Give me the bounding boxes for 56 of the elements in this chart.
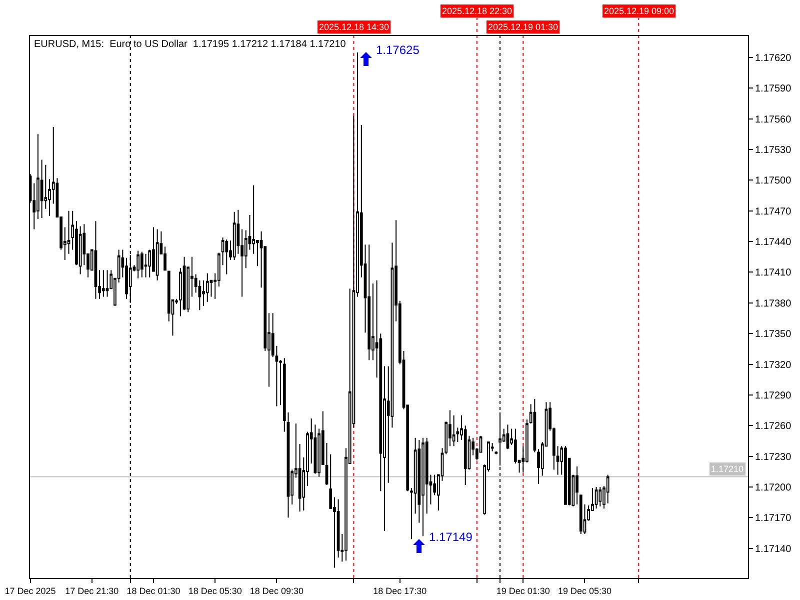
y-tick-label: 1.17260 [755, 421, 792, 432]
y-tick-label: 1.17140 [755, 544, 792, 555]
candlestick [106, 270, 109, 298]
y-tick-label: 1.17170 [755, 513, 792, 524]
y-tick-label: 1.17380 [755, 298, 792, 310]
candlestick [564, 446, 567, 505]
candlestick [325, 442, 328, 486]
candlestick [579, 494, 582, 535]
candlestick [598, 486, 602, 507]
candlestick [422, 437, 424, 537]
x-tick-label: 17 Dec 21:30 [65, 586, 119, 596]
candlestick [144, 253, 148, 278]
x-tick-label: 18 Dec 17:30 [373, 586, 427, 596]
y-tick-label: 1.17410 [755, 268, 792, 279]
y-tick-label: 1.17620 [755, 52, 792, 64]
candlestick [494, 450, 498, 455]
y-tick-label: 1.17560 [755, 114, 792, 126]
y-tick-label: 1.17500 [755, 176, 792, 187]
x-tick-label: 18 Dec 09:30 [250, 586, 304, 596]
candlestick [136, 250, 140, 279]
x-tick-label: 18 Dec 01:30 [126, 586, 180, 596]
ref-line-label: 2025.12.19 01:30 [488, 22, 558, 32]
ref-line-label: 1.17210 [711, 464, 744, 474]
candlestick [232, 211, 236, 260]
y-tick-label: 1.17200 [755, 482, 792, 494]
candlestick [94, 220, 98, 300]
candlestick [102, 270, 105, 298]
candlestick [576, 466, 578, 505]
candlestick [368, 244, 371, 361]
y-tick-label: 1.17320 [755, 360, 792, 371]
chart-title: EURUSD, M15: Euro to US Dollar 1.17195 1.17212 1.17184 1.17210 [34, 39, 346, 50]
candlestick [594, 486, 598, 509]
x-tick-label: 18 Dec 05:30 [188, 586, 242, 596]
candlestick [452, 414, 456, 447]
y-tick-label: 1.17350 [755, 329, 792, 340]
annotation: 1.17149 [429, 530, 473, 544]
annotation: 1.17625 [376, 43, 420, 57]
y-tick-label: 1.17470 [755, 206, 792, 218]
candlestick [140, 251, 144, 278]
y-tick-label: 1.17590 [755, 84, 792, 95]
x-tick-label: 17 Dec 2025 [4, 586, 56, 596]
y-tick-label: 1.17290 [755, 390, 792, 402]
y-tick-label: 1.17530 [755, 145, 792, 156]
x-tick-label: 19 Dec 05:30 [558, 586, 612, 596]
y-tick-label: 1.17440 [755, 237, 792, 248]
x-tick-label: 19 Dec 01:30 [496, 586, 550, 596]
ref-line-label: 2025.12.18 14:30 [319, 22, 390, 32]
candlestick [225, 239, 228, 275]
candlestick [556, 446, 560, 476]
candlestick [506, 424, 510, 450]
y-tick-label: 1.17230 [755, 452, 792, 463]
candlestick [156, 228, 159, 281]
ref-line-label: 2025.12.18 22:30 [442, 6, 512, 16]
candlestick [206, 272, 209, 302]
ref-line-label: 2025.12.19 09:00 [604, 6, 674, 16]
candlestick [533, 398, 536, 453]
